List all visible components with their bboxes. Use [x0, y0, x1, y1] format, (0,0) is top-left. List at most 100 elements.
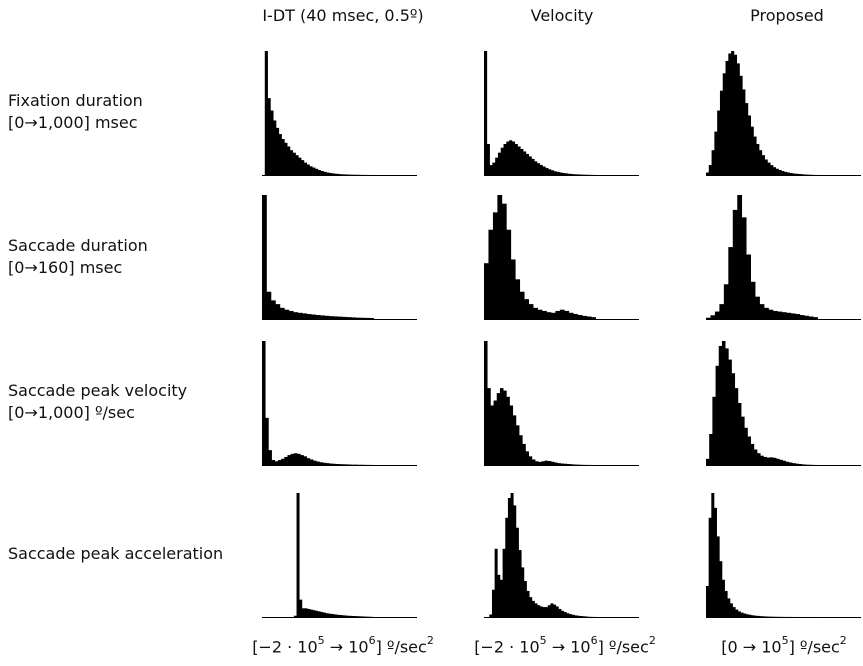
histogram-bar [740, 612, 744, 617]
histogram-bar [544, 460, 549, 465]
histogram-bar [274, 461, 279, 465]
histogram-bar [577, 615, 581, 617]
x-range-note-velocity: [−2 · 105 → 106] º/sec2 [465, 634, 665, 656]
histogram-bar [309, 166, 313, 175]
histogram-bar [496, 393, 501, 465]
histogram-bar [759, 304, 765, 319]
histogram-bar [772, 457, 777, 465]
histogram-panel-r2-c3 [706, 195, 861, 320]
histogram-bar [570, 464, 574, 465]
histogram-bar [760, 455, 764, 465]
histogram-bar [505, 517, 509, 617]
histogram-bar [523, 581, 527, 617]
histogram-bar [338, 464, 343, 465]
note-exponent: 6 [368, 634, 376, 647]
histogram-bar [546, 312, 552, 319]
note-exponent: 5 [317, 634, 325, 647]
histogram-bar [495, 157, 499, 175]
histogram-bar [568, 312, 574, 319]
histogram-bar [517, 146, 521, 175]
histogram-bar [331, 173, 335, 175]
histogram-bar [755, 296, 760, 319]
histogram-bar [284, 456, 288, 465]
histogram-bar [312, 167, 316, 175]
histogram-bar [736, 63, 740, 175]
histogram-bar [288, 310, 294, 319]
histogram-bar [313, 460, 317, 465]
histogram-bar [804, 315, 810, 319]
histogram-bar [275, 304, 281, 319]
histogram-bar [770, 165, 774, 175]
histogram-bar [743, 613, 747, 617]
histogram-bar [297, 453, 301, 465]
histogram-bar [302, 313, 307, 319]
histogram-bar [506, 229, 512, 319]
histogram-bar [788, 462, 793, 465]
histogram-bar [563, 612, 567, 617]
histogram-bar [582, 315, 588, 319]
row-range: [0→1,000] º/sec [8, 403, 135, 422]
histogram-bar [573, 314, 579, 319]
histogram-bar [487, 388, 491, 465]
histogram-bar [298, 157, 302, 175]
histogram-bar [573, 174, 577, 175]
histogram-panel-r2-c1 [262, 195, 417, 320]
histogram-bar [326, 172, 330, 175]
histogram-bar [728, 247, 734, 319]
histogram-bar [506, 396, 510, 465]
histogram-bar [531, 600, 535, 617]
histogram-bar [721, 579, 725, 617]
histogram-bar [741, 217, 747, 319]
histogram-bar [292, 152, 296, 175]
histogram-bar [299, 599, 303, 617]
histogram-bar [351, 317, 357, 319]
histogram-bar [539, 165, 543, 175]
histogram-bar [270, 300, 276, 319]
histogram-bar [507, 497, 511, 617]
histogram-bar [729, 603, 733, 617]
histogram-bar [719, 561, 723, 617]
row-label-fixation-duration: Fixation duration [0→1,000] msec [8, 90, 143, 134]
histogram-bar [564, 310, 570, 319]
histogram-bar [766, 457, 771, 465]
histogram-bar [764, 159, 768, 175]
note-exponent: 5 [781, 634, 789, 647]
histogram-bar [708, 165, 712, 175]
histogram-bar [264, 51, 268, 175]
histogram-bar [764, 307, 769, 319]
histogram-bar [325, 463, 330, 465]
histogram-bar [550, 603, 554, 617]
histogram-panel-r3-c2 [484, 341, 639, 466]
histogram-bar [342, 316, 348, 319]
histogram-bar [511, 141, 516, 175]
histogram-bar [541, 461, 545, 465]
histogram-bar [322, 462, 327, 465]
histogram-bar [767, 162, 771, 175]
histogram-bar [555, 606, 559, 617]
row-name: Saccade duration [8, 236, 148, 255]
histogram-bar [750, 281, 756, 319]
histogram-bar [334, 173, 338, 175]
histogram-bar [355, 317, 361, 319]
histogram-bar [769, 457, 774, 465]
histogram-bar [271, 460, 276, 465]
histogram-bar [709, 434, 713, 465]
histogram-bar [742, 89, 746, 175]
histogram-bar [357, 616, 361, 617]
histogram-bar [277, 460, 282, 465]
histogram-bar [734, 388, 739, 465]
histogram-bar [307, 608, 311, 617]
histogram-bar [537, 605, 541, 617]
histogram-bar [745, 103, 749, 175]
histogram-bar [529, 597, 533, 617]
histogram-bar [737, 403, 742, 465]
histogram-bar [566, 464, 571, 465]
histogram-bar [717, 110, 721, 175]
histogram-bar [281, 458, 285, 465]
histogram-bar [525, 451, 529, 465]
histogram-bar [706, 172, 710, 175]
histogram-bar [563, 463, 568, 465]
column-title-proposed: Proposed [750, 6, 824, 25]
histogram-bar [785, 461, 790, 465]
